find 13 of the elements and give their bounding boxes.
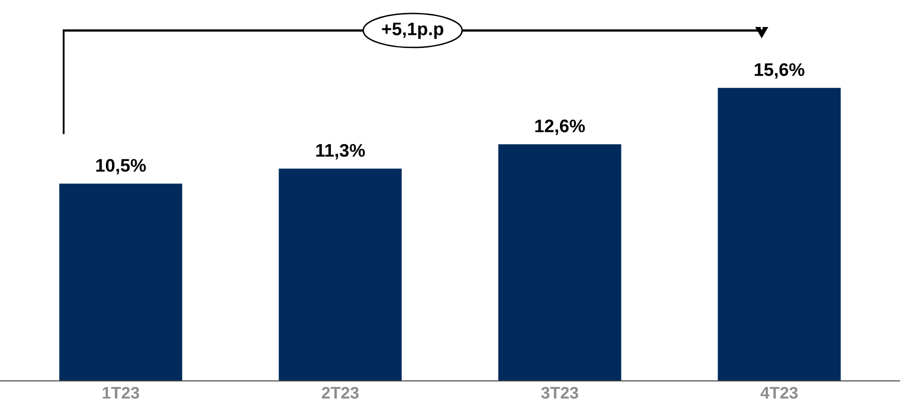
x-tick-label: 2T23	[322, 386, 359, 399]
bar	[278, 168, 402, 381]
bar	[59, 184, 182, 381]
x-tick-label: 3T23	[541, 386, 578, 399]
x-tick-label: 1T23	[102, 386, 140, 399]
data-label: 11,3%	[316, 144, 365, 160]
data-label: 10,5%	[96, 158, 146, 174]
data-label: 15,6%	[754, 63, 804, 79]
text: +5,1p.p	[382, 22, 444, 39]
bar	[498, 144, 622, 381]
data-label: 12,6%	[535, 120, 585, 135]
x-tick-label: 4T23	[760, 386, 798, 399]
bar	[718, 88, 841, 381]
